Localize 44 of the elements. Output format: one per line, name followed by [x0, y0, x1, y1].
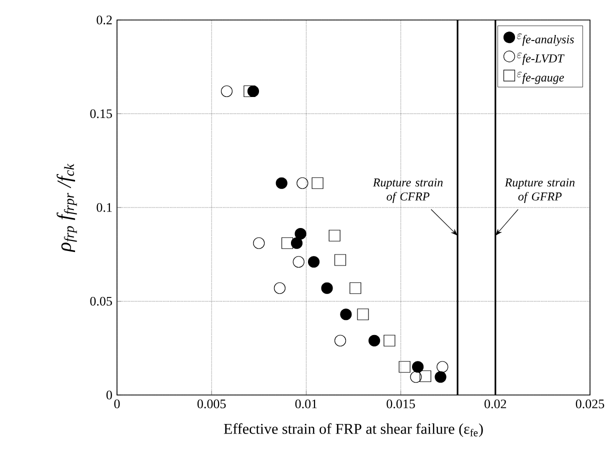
point [434, 371, 446, 383]
point [328, 230, 340, 242]
y-tick-label: 0.15 [90, 109, 112, 118]
point [244, 85, 256, 98]
y-tick-label: 0.05 [90, 296, 112, 306]
ref-line-label: Rupture strain of CFRP [372, 178, 443, 203]
point [220, 85, 233, 98]
point [281, 237, 294, 249]
y-axis-title: ρ$_{frp}$ f$_{frpr}$ /f$_{ck}$ [56, 164, 77, 252]
y-tick-label: 0.2 [96, 16, 112, 24]
x-tick-label: 0.01 [295, 400, 317, 408]
point [294, 228, 306, 240]
point [334, 334, 346, 346]
point [368, 334, 380, 346]
x-tick-label: 0 [114, 400, 120, 408]
x-tick-label: 0.025 [576, 400, 604, 408]
point [296, 177, 308, 189]
ref-line-label: Rupture strain of GFRP [504, 178, 575, 203]
point [350, 282, 362, 294]
point [384, 334, 396, 346]
legend-label: $\varepsilon_{\textit{fe-analysis}}$ [517, 34, 574, 46]
x-axis-title: Effective strain of FRP at shear failure (ε$_{fe}$) [224, 423, 483, 437]
y-tick-label: 0.1 [96, 203, 112, 212]
point [398, 361, 410, 373]
point [290, 237, 303, 249]
y-tick-label: 0 [106, 390, 112, 400]
point [321, 282, 333, 294]
point [334, 254, 346, 266]
x-tick-label: 0.005 [197, 400, 226, 408]
legend-label: $\varepsilon_{\textit{fe-gauge}}$ [517, 72, 564, 84]
point [308, 256, 320, 268]
point [274, 282, 286, 294]
point [340, 308, 352, 320]
point [357, 308, 369, 320]
x-tick-label: 0.015 [386, 400, 415, 408]
point [436, 361, 448, 373]
point [253, 237, 265, 249]
point [292, 256, 304, 268]
point [276, 177, 288, 189]
point [412, 361, 424, 373]
point [312, 177, 324, 189]
legend-label: $\varepsilon_{\textit{fe-LVDT}}$ [517, 52, 565, 65]
x-tick-label: 0.02 [484, 400, 506, 408]
point [410, 371, 422, 383]
